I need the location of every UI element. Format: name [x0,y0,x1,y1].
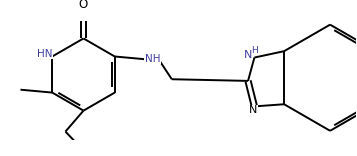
Text: O: O [79,0,88,11]
Text: HN: HN [36,49,52,59]
Text: H: H [252,46,258,55]
Text: N: N [245,50,253,60]
Text: NH: NH [145,54,160,63]
Text: N: N [248,105,257,115]
